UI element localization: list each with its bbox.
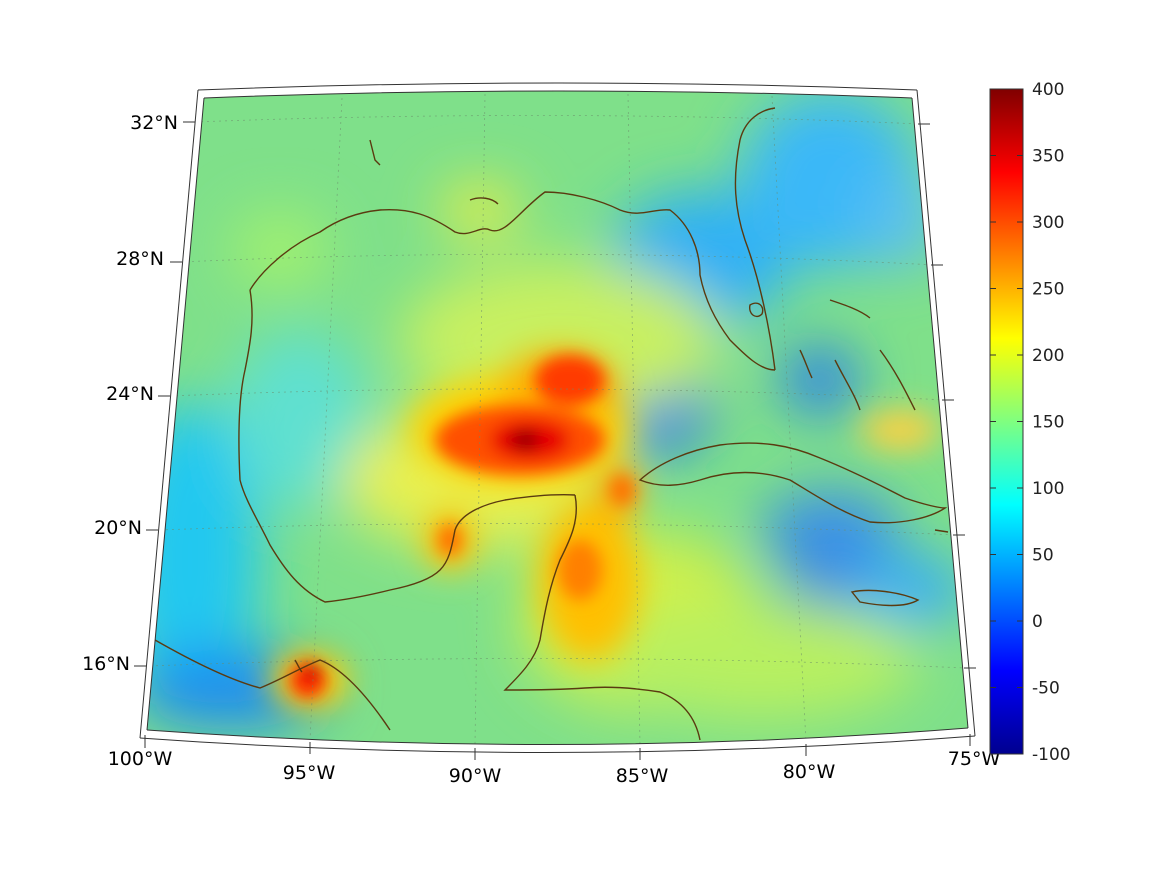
lon-label-95w: 95°W [283, 762, 336, 784]
lat-label-24n: 24°N [106, 383, 154, 405]
lon-label-80w: 80°W [783, 761, 836, 783]
colorbar-tick-label: 200 [1032, 346, 1064, 366]
lat-labels: 32°N 28°N 24°N 20°N 16°N [82, 112, 178, 675]
colorbar-tick-label: 300 [1032, 213, 1064, 233]
colorbar-tick-label: -100 [1032, 745, 1071, 765]
lon-label-90w: 90°W [449, 765, 502, 787]
lon-label-100w: 100°W [108, 748, 173, 770]
lat-label-28n: 28°N [116, 248, 164, 270]
colorbar-tick-label: 0 [1032, 612, 1043, 632]
colorbar-tick-label: 400 [1032, 80, 1064, 100]
lat-label-32n: 32°N [130, 112, 178, 134]
colorbar-tick-label: 100 [1032, 479, 1064, 499]
data-field [147, 91, 968, 745]
graticule [149, 93, 966, 745]
colorbar-tick-label: 350 [1032, 147, 1064, 167]
colorbar-ticks: 400 350 300 250 200 150 100 50 0 -50 -100 [990, 80, 1071, 765]
colorbar: 400 350 300 250 200 150 100 50 0 -50 -100 [989, 80, 1071, 765]
colorbar-tick-label: 250 [1032, 280, 1064, 300]
lat-label-16n: 16°N [82, 653, 130, 675]
coastlines [154, 107, 949, 741]
lon-labels: 100°W 95°W 90°W 85°W 80°W 75°W [108, 748, 1001, 787]
map-frame [134, 82, 976, 760]
lon-label-75w: 75°W [948, 748, 1001, 770]
colorbar-tick-label: 50 [1032, 546, 1054, 566]
colorbar-tick-label: -50 [1032, 679, 1060, 699]
colorbar-tick-label: 150 [1032, 413, 1064, 433]
lat-label-20n: 20°N [94, 517, 142, 539]
lon-label-85w: 85°W [616, 765, 669, 787]
